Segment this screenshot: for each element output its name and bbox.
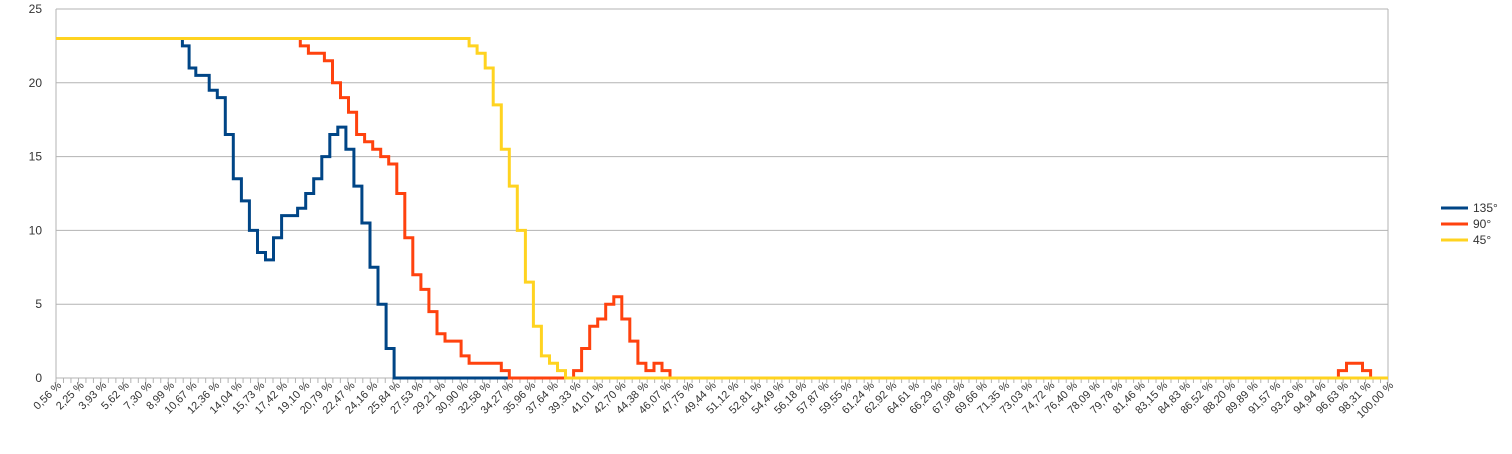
y-tick-label: 0	[35, 371, 42, 385]
y-axis-ticks: 0 5 10 15 20 25	[29, 2, 43, 385]
gridlines	[55, 8, 1389, 379]
x-axis-ticks: 0,56 %2,25 %3,93 %5,62 %7,30 %8,99 %10,6…	[31, 378, 1396, 421]
series-line	[56, 37, 1388, 380]
legend-label: 90°	[1473, 217, 1491, 231]
y-tick-label: 15	[29, 150, 43, 164]
legend-label: 135°	[1473, 201, 1498, 215]
series-line	[56, 37, 1388, 380]
y-tick-label: 10	[29, 223, 43, 237]
series-line	[56, 37, 1388, 380]
y-tick-label: 25	[29, 2, 43, 16]
legend-label: 45°	[1473, 233, 1491, 247]
legend: 135° 90° 45°	[1441, 201, 1498, 247]
y-tick-label: 20	[29, 76, 43, 90]
series-lines	[56, 37, 1388, 380]
y-tick-label: 5	[35, 297, 42, 311]
